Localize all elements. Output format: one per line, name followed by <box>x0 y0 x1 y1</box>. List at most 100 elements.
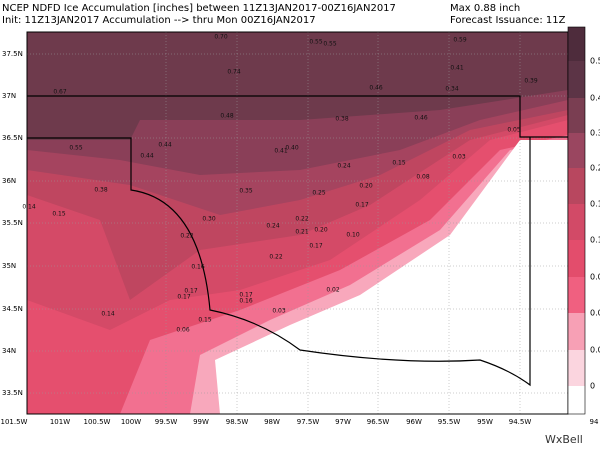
lat-label: 36N <box>2 177 16 185</box>
point-label: 0.44 <box>140 153 154 160</box>
point-label: 0.14 <box>101 311 115 318</box>
point-label: 0.15 <box>392 160 406 167</box>
point-label: 0.38 <box>94 187 108 194</box>
point-label: 0.55 <box>323 41 337 48</box>
point-label: 0.34 <box>445 86 459 93</box>
colorbar-swatch <box>568 98 585 133</box>
lat-label: 36.5N <box>2 134 23 142</box>
point-label: 0.21 <box>295 229 309 236</box>
colorbar-top <box>568 27 585 61</box>
point-label: 0.08 <box>416 174 430 181</box>
lon-label: 98W <box>264 418 280 426</box>
point-label: 0.15 <box>198 317 212 324</box>
point-label: 0.48 <box>220 113 234 120</box>
point-label: 0.24 <box>337 163 351 170</box>
colorbar-swatch <box>568 386 585 414</box>
init-line: Init: 11Z13JAN2017 Accumulation --> thru… <box>2 15 316 26</box>
colorbar-label: 0.01 <box>590 346 600 355</box>
colorbar-swatch <box>568 277 585 313</box>
colorbar-swatch <box>568 350 585 386</box>
max-value: Max 0.88 inch <box>450 3 520 14</box>
point-label: 0.22 <box>295 216 309 223</box>
point-label: 0.41 <box>274 148 288 155</box>
point-label: 0.16 <box>191 264 205 271</box>
colorbar-label: 0 <box>590 382 595 391</box>
colorbar-swatch <box>568 240 585 277</box>
lon-label: 97.5W <box>297 418 320 426</box>
point-label: 0.39 <box>524 78 538 85</box>
point-label: 0.17 <box>309 243 323 250</box>
lon-label: 97W <box>335 418 351 426</box>
colorbar: 0.5 0.4 0.3 0.2 0.15 0.1 0.05 0.03 0.01 0 <box>567 26 600 415</box>
point-label: 0.35 <box>239 188 253 195</box>
state-border <box>27 95 568 387</box>
point-label: 0.17 <box>177 294 191 301</box>
colorbar-label: 0.5 <box>590 57 600 66</box>
lat-label: 37N <box>2 92 16 100</box>
point-label: 0.03 <box>272 308 286 315</box>
lat-label: 34N <box>2 347 16 355</box>
lat-label: 33.5N <box>2 389 23 397</box>
point-label: 0.14 <box>22 204 36 211</box>
point-label: 0.06 <box>176 327 190 334</box>
point-label: 0.38 <box>335 116 349 123</box>
lon-label: 94.5W <box>509 418 532 426</box>
colorbar-swatch <box>568 204 585 240</box>
point-label: 0.44 <box>158 142 172 149</box>
point-label: 0.17 <box>355 202 369 209</box>
point-label: 0.30 <box>202 216 216 223</box>
point-label: 0.55 <box>69 145 83 152</box>
title: NCEP NDFD Ice Accumulation [inches] betw… <box>2 3 396 14</box>
lon-label: 95.5W <box>438 418 461 426</box>
colorbar-label: 0.15 <box>590 200 600 209</box>
lon-label: 94 <box>590 418 599 426</box>
lon-label: 100.5W <box>84 418 111 426</box>
lon-label: 96W <box>406 418 422 426</box>
colorbar-swatch <box>568 313 585 350</box>
point-label: 0.40 <box>285 145 299 152</box>
colorbar-label: 0.2 <box>590 164 600 173</box>
point-label: 0.10 <box>346 232 360 239</box>
point-label: 0.70 <box>214 34 228 41</box>
colorbar-label: 0.3 <box>590 129 600 138</box>
point-label: 0.41 <box>450 65 464 72</box>
point-label: 0.59 <box>453 37 467 44</box>
ice-field <box>27 32 568 414</box>
lat-label: 37.5N <box>2 50 23 58</box>
lat-label: 35.5N <box>2 219 23 227</box>
point-label: 0.05 <box>507 127 521 134</box>
point-label: 0.03 <box>452 154 466 161</box>
lon-label: 101.5W <box>1 418 28 426</box>
point-label: 0.20 <box>359 183 373 190</box>
lon-label: 96.5W <box>367 418 390 426</box>
point-label: 0.02 <box>326 287 340 294</box>
colorbar-frame <box>567 26 586 415</box>
point-label: 0.17 <box>184 288 198 295</box>
point-label: 0.55 <box>309 39 323 46</box>
colorbar-label: 0.4 <box>590 94 600 103</box>
point-label: 0.25 <box>312 190 326 197</box>
lon-label: 99.5W <box>155 418 178 426</box>
lat-label: 34.5N <box>2 305 23 313</box>
issuance: Forecast Issuance: 11Z <box>450 15 566 26</box>
colorbar-label: 0.05 <box>590 273 600 282</box>
point-label: 0.22 <box>269 254 283 261</box>
point-label: 0.22 <box>180 233 194 240</box>
colorbar-label: 0.03 <box>590 309 600 318</box>
point-label: 0.17 <box>239 292 253 299</box>
point-label: 0.20 <box>314 227 328 234</box>
colorbar-swatch <box>568 133 585 168</box>
colorbar-swatch <box>568 61 585 98</box>
point-label: 0.46 <box>369 85 383 92</box>
colorbar-swatch <box>568 168 585 204</box>
lon-label: 99W <box>193 418 209 426</box>
colorbar-label: 0.1 <box>590 236 600 245</box>
point-label: 0.46 <box>414 115 428 122</box>
point-label: 0.67 <box>53 89 67 96</box>
lon-label: 101W <box>50 418 70 426</box>
point-label: 0.24 <box>266 223 280 230</box>
lat-label: 35N <box>2 262 16 270</box>
point-label: 0.15 <box>52 211 66 218</box>
lon-label: 95W <box>477 418 493 426</box>
